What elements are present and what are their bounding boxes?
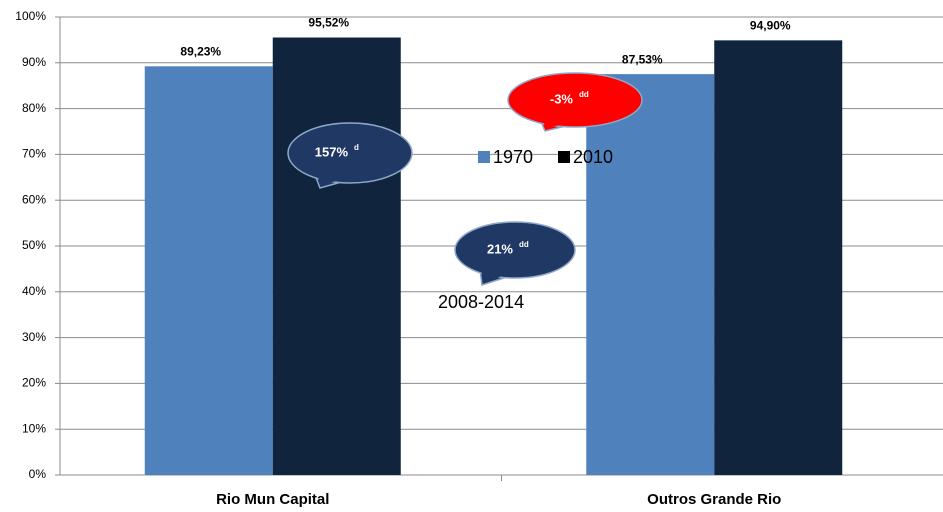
legend-swatch [558,151,570,163]
x-tick-label: Rio Mun Capital [216,491,329,508]
note: 2008-2014 [438,292,524,312]
y-tick-label: 50% [22,238,46,252]
callout: 21% dd [454,221,576,286]
legend-label: 2010 [573,147,613,167]
y-tick-label: 60% [22,192,46,206]
callout-body [507,72,643,128]
bar [272,37,401,475]
callout: -3% dd [507,72,643,132]
value-label: 89,23% [180,44,221,58]
y-tick-label: 20% [22,376,46,390]
callout-cover [541,117,569,128]
value-label: 94,90% [750,19,791,33]
y-tick-label: 80% [22,101,46,115]
y-tick-label: 70% [22,147,46,161]
callout-text: 157% [315,144,349,159]
callout-sup: dd [519,240,529,249]
callout-body [454,221,576,279]
callout-text: -3% [550,91,574,106]
y-tick-label: 30% [22,330,46,344]
value-label: 87,53% [622,52,663,66]
y-tick-label: 40% [22,284,46,298]
bar [714,40,843,475]
legend-swatch [478,151,490,163]
y-tick-label: 0% [29,467,47,481]
callout-cover [481,268,509,282]
callout: 157% d [287,122,413,189]
callout-body [287,122,413,184]
y-tick-label: 10% [22,421,46,435]
bar [144,66,273,475]
callout-sup: dd [579,90,589,99]
y-tick-label: 100% [15,9,46,23]
bar [586,74,715,475]
value-label: 95,52% [308,16,349,30]
callout-cover [316,173,344,185]
callout-sup: d [354,143,359,152]
legend-label: 1970 [493,147,533,167]
y-tick-label: 90% [22,55,46,69]
x-tick-label: Outros Grande Rio [647,491,781,508]
callout-text: 21% [487,241,513,256]
